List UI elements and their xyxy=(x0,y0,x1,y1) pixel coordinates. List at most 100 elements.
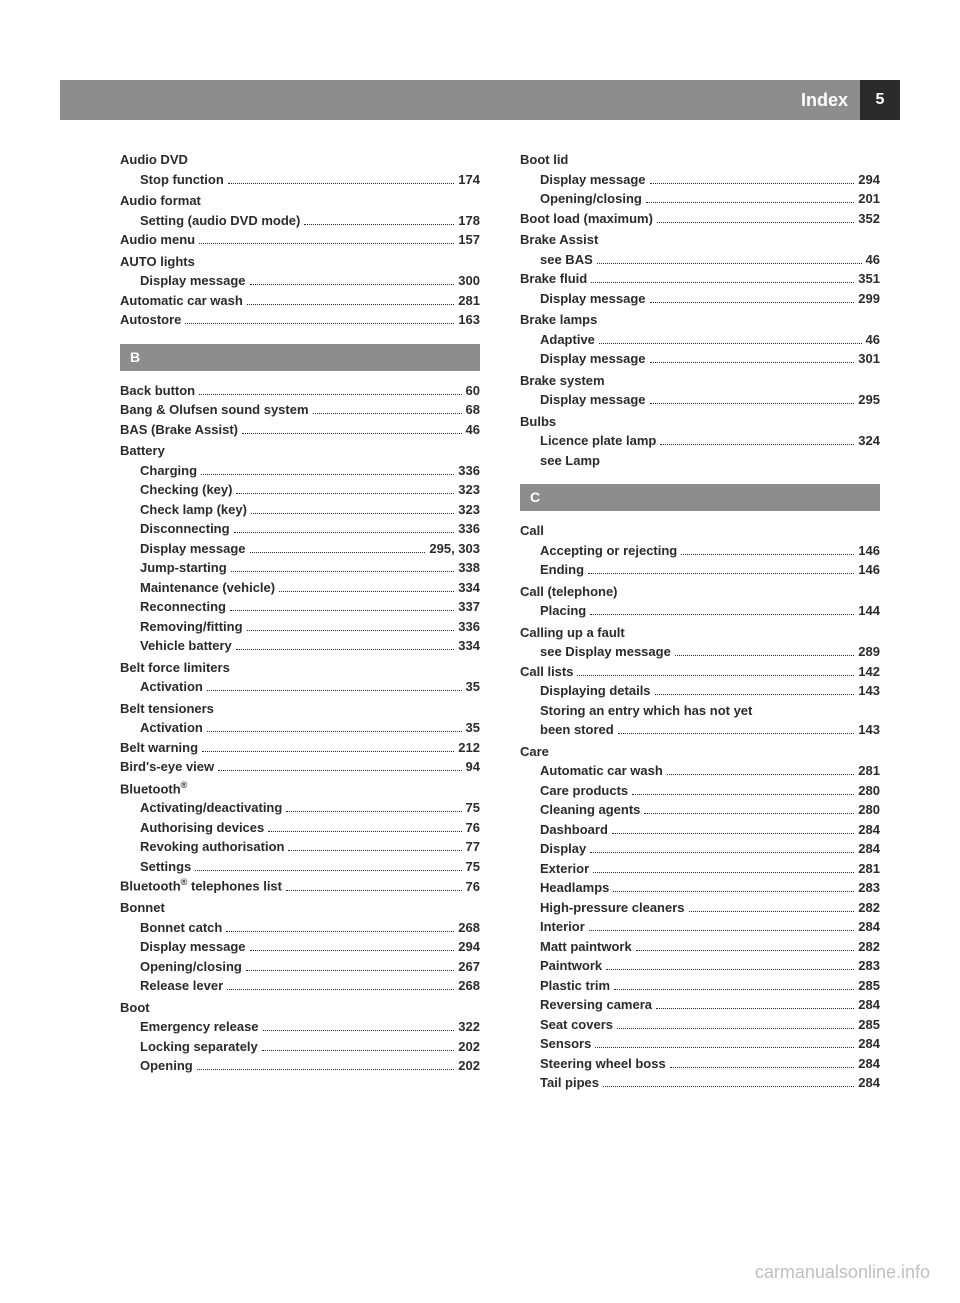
leader-dots xyxy=(606,969,854,970)
index-entry-label: Bird's-eye view xyxy=(120,757,214,777)
index-entry-page: 281 xyxy=(458,291,480,311)
index-subentry: Setting (audio DVD mode) 178 xyxy=(120,211,480,231)
leader-dots xyxy=(199,243,454,244)
leader-dots xyxy=(636,950,855,951)
index-entry-label: Dashboard xyxy=(540,820,608,840)
index-entry-page: 284 xyxy=(858,1034,880,1054)
index-entry-page: 281 xyxy=(858,859,880,879)
index-subentry: Exterior281 xyxy=(520,859,880,879)
index-entry-page: 281 xyxy=(858,761,880,781)
index-subentry: Authorising devices76 xyxy=(120,818,480,838)
index-entry-label: Removing/fitting xyxy=(140,617,243,637)
index-entry-label: Setting (audio DVD mode) xyxy=(140,211,300,231)
index-entry-label: Disconnecting xyxy=(140,519,230,539)
index-subentry: Cleaning agents280 xyxy=(520,800,880,820)
index-subentry: Displaying details143 xyxy=(520,681,880,701)
index-subentry: Activating/deactivating75 xyxy=(120,798,480,818)
leader-dots xyxy=(207,731,462,732)
index-entry-label: Back button xyxy=(120,381,195,401)
index-entry: Boot load (maximum)352 xyxy=(520,209,880,229)
index-entry-label: Display message xyxy=(140,937,246,957)
index-subentry: Tail pipes284 xyxy=(520,1073,880,1093)
index-entry-page: 77 xyxy=(466,837,480,857)
index-entry-label: Ending xyxy=(540,560,584,580)
leader-dots xyxy=(590,614,854,615)
index-entry-label: Reconnecting xyxy=(140,597,226,617)
index-subentry: Bonnet catch268 xyxy=(120,918,480,938)
index-subentry: Display message294 xyxy=(120,937,480,957)
index-subentry: Plastic trim 285 xyxy=(520,976,880,996)
leader-dots xyxy=(279,591,454,592)
page-number-box: 5 xyxy=(860,80,900,120)
index-entry-page: 35 xyxy=(466,718,480,738)
index-subentry: Reconnecting337 xyxy=(120,597,480,617)
index-entry-page: 163 xyxy=(458,310,480,330)
index-entry-label: Plastic trim xyxy=(540,976,610,996)
index-entry-label: Seat covers xyxy=(540,1015,613,1035)
page-number: 5 xyxy=(876,91,885,109)
index-entry-page: 282 xyxy=(858,898,880,918)
leader-dots xyxy=(650,403,855,404)
index-subentry: Display message295, 303 xyxy=(120,539,480,559)
index-entry-page: 178 xyxy=(458,211,480,231)
index-heading: Audio DVD xyxy=(120,150,480,170)
index-entry-page: 142 xyxy=(858,662,880,682)
index-entry-page: 294 xyxy=(858,170,880,190)
leader-dots xyxy=(250,284,455,285)
leader-dots xyxy=(226,931,454,932)
index-heading: Brake system xyxy=(520,371,880,391)
letter-heading-b: B xyxy=(120,344,480,371)
index-subentry: Opening202 xyxy=(120,1056,480,1076)
index-subentry: Display message295 xyxy=(520,390,880,410)
leader-dots xyxy=(231,571,455,572)
index-entry-label: see Lamp xyxy=(540,451,600,471)
index-subentry: see Lamp xyxy=(520,451,880,471)
index-entry-label: Tail pipes xyxy=(540,1073,599,1093)
index-subentry: Stop function174 xyxy=(120,170,480,190)
leader-dots xyxy=(227,989,454,990)
index-entry: Brake fluid351 xyxy=(520,269,880,289)
index-entry-label: Bluetooth® telephones list xyxy=(120,876,282,896)
index-entry-page: 202 xyxy=(458,1037,480,1057)
index-entry-label: Headlamps xyxy=(540,878,609,898)
index-entry: BAS (Brake Assist)46 xyxy=(120,420,480,440)
index-entry-label: Display message xyxy=(540,289,646,309)
index-entry-label: Brake fluid xyxy=(520,269,587,289)
index-subentry: Display message294 xyxy=(520,170,880,190)
index-entry-label: Activation xyxy=(140,718,203,738)
leader-dots xyxy=(286,811,461,812)
index-entry-page: 301 xyxy=(858,349,880,369)
index-subentry: Matt paintwork282 xyxy=(520,937,880,957)
index-entry-page: 285 xyxy=(858,976,880,996)
index-subentry: Opening/closing201 xyxy=(520,189,880,209)
index-entry-page: 94 xyxy=(466,757,480,777)
leader-dots xyxy=(250,950,455,951)
index-subentry: Checking (key) 323 xyxy=(120,480,480,500)
leader-dots xyxy=(247,304,454,305)
index-entry-label: Release lever xyxy=(140,976,223,996)
index-subentry: Display message 299 xyxy=(520,289,880,309)
index-entry-label: Display message xyxy=(140,271,246,291)
index-subentry: Activation35 xyxy=(120,677,480,697)
index-entry-label: Check lamp (key) xyxy=(140,500,247,520)
index-subentry: Steering wheel boss284 xyxy=(520,1054,880,1074)
index-entry: Audio menu157 xyxy=(120,230,480,250)
index-entry-label: Displaying details xyxy=(540,681,651,701)
index-entry-page: 46 xyxy=(466,420,480,440)
leader-dots xyxy=(250,552,426,553)
index-subentry: Care products280 xyxy=(520,781,880,801)
index-entry-page: 323 xyxy=(458,480,480,500)
index-entry-label: Vehicle battery xyxy=(140,636,232,656)
index-entry-page: 338 xyxy=(458,558,480,578)
index-entry-page: 174 xyxy=(458,170,480,190)
header-bar: Index 5 xyxy=(60,80,900,120)
index-subentry: Paintwork283 xyxy=(520,956,880,976)
index-entry-page: 299 xyxy=(858,289,880,309)
leader-dots xyxy=(646,202,854,203)
index-subentry: see BAS46 xyxy=(520,250,880,270)
index-entry-label: Checking (key) xyxy=(140,480,232,500)
index-column-left: Audio DVDStop function174Audio formatSet… xyxy=(120,148,480,1223)
index-heading: Care xyxy=(520,742,880,762)
leader-dots xyxy=(657,222,854,223)
leader-dots xyxy=(590,852,854,853)
